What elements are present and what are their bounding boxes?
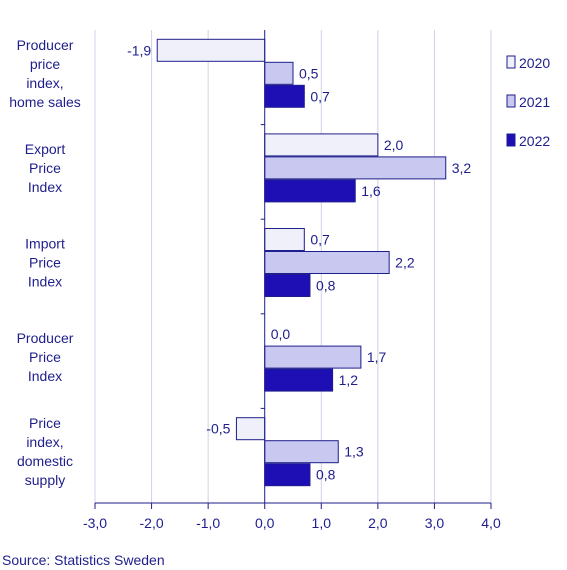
bar bbox=[264, 228, 305, 251]
category-label: Price bbox=[29, 349, 61, 365]
bar bbox=[264, 251, 390, 274]
category-label: Price bbox=[29, 255, 61, 271]
data-label: -0,5 bbox=[206, 421, 230, 437]
source-note: Source: Statistics Sweden bbox=[2, 552, 165, 568]
data-label: 0,8 bbox=[316, 467, 336, 483]
category-label: Index bbox=[28, 179, 62, 195]
data-label: 0,7 bbox=[310, 232, 330, 248]
category-label: supply bbox=[25, 472, 65, 488]
data-label: 0,7 bbox=[310, 88, 330, 104]
bar bbox=[264, 274, 311, 297]
category-label: Producer bbox=[17, 37, 74, 53]
data-label: 3,2 bbox=[452, 160, 472, 176]
category-label: index, bbox=[26, 75, 63, 91]
x-tick-label: -1,0 bbox=[196, 515, 220, 531]
category-label: Import bbox=[25, 236, 65, 252]
bar-chart: -1,9 0,5 0,7 Producer price index, home sales 2… bbox=[9, 30, 550, 531]
bar bbox=[235, 417, 266, 441]
category-label: Price bbox=[29, 160, 61, 176]
data-label: 0,8 bbox=[316, 278, 336, 294]
legend-swatch bbox=[506, 133, 516, 147]
x-tick-label: 4,0 bbox=[481, 515, 501, 531]
data-label: 1,6 bbox=[361, 183, 381, 199]
category-label: Index bbox=[28, 274, 62, 290]
x-tick-label: 0,0 bbox=[255, 515, 275, 531]
category-label: domestic bbox=[17, 453, 73, 469]
legend-label: 2021 bbox=[519, 94, 550, 110]
bar bbox=[264, 179, 356, 203]
x-tick-label: 2,0 bbox=[368, 515, 388, 531]
category-label: index, bbox=[26, 434, 63, 450]
category-label: Index bbox=[28, 368, 62, 384]
data-label: 0,0 bbox=[271, 326, 291, 342]
data-label: -1,9 bbox=[127, 42, 151, 58]
bar bbox=[264, 133, 379, 157]
legend-swatch bbox=[506, 94, 516, 108]
legend-label: 2022 bbox=[519, 133, 550, 149]
legend-swatch bbox=[506, 55, 516, 69]
bar bbox=[264, 84, 305, 108]
x-tick-label: -3,0 bbox=[83, 515, 107, 531]
data-label: 2,2 bbox=[395, 255, 415, 271]
data-label: 1,3 bbox=[344, 444, 364, 460]
bar bbox=[264, 368, 334, 392]
category-label: Export bbox=[25, 141, 66, 157]
data-label: 2,0 bbox=[384, 137, 404, 153]
bar bbox=[264, 440, 339, 464]
x-tick-label: -2,0 bbox=[140, 515, 164, 531]
x-tick-label: 1,0 bbox=[312, 515, 332, 531]
category-label: price bbox=[30, 56, 61, 72]
category-label: Price bbox=[29, 415, 61, 431]
category-label: home sales bbox=[9, 94, 81, 110]
data-label: 1,2 bbox=[339, 372, 359, 388]
bar bbox=[264, 61, 294, 85]
bar bbox=[264, 463, 311, 487]
category-label: Producer bbox=[17, 330, 74, 346]
x-tick-label: 3,0 bbox=[425, 515, 445, 531]
bar bbox=[264, 156, 447, 180]
data-label: 0,5 bbox=[299, 65, 319, 81]
legend-label: 2020 bbox=[519, 55, 550, 71]
bar bbox=[156, 38, 266, 62]
bar bbox=[264, 345, 362, 369]
data-label: 1,7 bbox=[367, 349, 387, 365]
